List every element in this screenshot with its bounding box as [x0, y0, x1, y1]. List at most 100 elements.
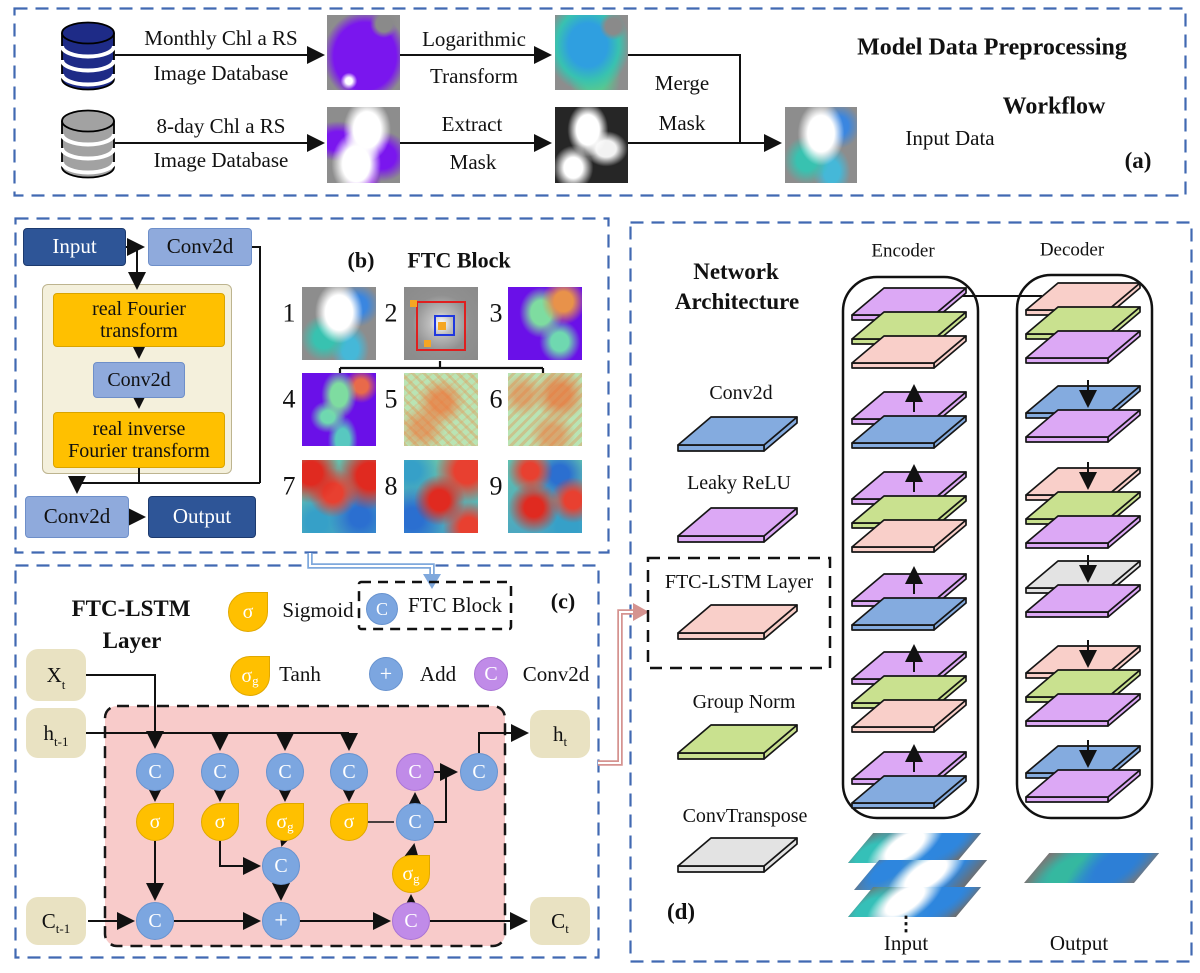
c-symbol: C [472, 760, 486, 783]
c-symbol: C [408, 760, 422, 783]
ftc-node-input-gate: C [136, 753, 174, 791]
xt-base: X [46, 662, 62, 687]
tanh-legend-label: Tanh [279, 662, 321, 687]
ftc-grid-image-6 [508, 373, 582, 446]
ftc-grid-image-8 [404, 460, 478, 533]
conv2d-bottom-box: Conv2d [25, 496, 129, 538]
ftc-lstm-legend-box [646, 556, 832, 670]
ftc-node-cell-mix: C [262, 847, 300, 885]
legend-conv2d-label: Conv2d [709, 381, 773, 404]
grid-number-9: 9 [489, 471, 503, 501]
panel-d-title-line2: Architecture [674, 289, 800, 315]
spectrum-dot-2 [438, 322, 446, 330]
decoder-layer-plates [1025, 282, 1141, 803]
c-symbol: C [148, 760, 162, 783]
grid-number-2: 2 [384, 298, 398, 328]
sigma-symbol: σ [214, 810, 226, 833]
legend-ftc-lstm-label: FTC-LSTM Layer [664, 570, 814, 593]
panel-b-title: FTC Block [407, 247, 511, 273]
conv2d-legend-icon: C [474, 657, 508, 691]
stack-flow-arrows [905, 380, 1097, 772]
log-transform-label-line2: Transform [430, 64, 518, 89]
add-legend-icon: + [369, 657, 403, 691]
xt-sub: t [61, 677, 66, 692]
encoder-label: Encoder [871, 240, 935, 262]
sigma-g-base: σ [276, 810, 288, 833]
ct-base: C [551, 908, 566, 933]
plus-symbol: + [379, 661, 393, 686]
grid-number-8: 8 [384, 471, 398, 501]
c-symbol: C [274, 854, 288, 877]
panel-a-label: (a) [1124, 148, 1152, 174]
c-symbol: C [408, 810, 422, 833]
spectrum-red-box [416, 301, 466, 351]
ftc-grid-image-1 [302, 287, 376, 360]
input-stack-dots: ⋮ [896, 912, 916, 935]
grid-number-3: 3 [489, 298, 503, 328]
ftc-node-cell-in: C [136, 902, 174, 940]
c-symbol: C [375, 598, 388, 619]
c-symbol: C [148, 909, 162, 932]
log-transformed-image [555, 15, 628, 90]
conv2d-node-bottom: C [392, 902, 430, 940]
grid-number-5: 5 [384, 384, 398, 414]
sigma-symbol: σ [149, 810, 161, 833]
ct-prev-sub: t-1 [55, 921, 71, 936]
ht-prev-base: h [43, 720, 55, 745]
extract-mask-label-line2: Mask [449, 150, 497, 175]
ftc-node-output-gate: C [330, 753, 368, 791]
ht-sub: t [563, 734, 568, 749]
conv2d-node-top: C [396, 753, 434, 791]
spectrum-dot-1 [410, 300, 417, 307]
add-node: + [262, 902, 300, 940]
panel-c-label: (c) [550, 588, 576, 614]
ct-sub: t [565, 921, 569, 936]
ftc-block-legend-box [357, 580, 513, 631]
grid-number-4: 4 [282, 384, 296, 414]
db-8day-label-line1: 8-day Chl a RS [156, 114, 286, 139]
legend-layer-plates [677, 416, 798, 873]
extract-mask-label-line1: Extract [441, 112, 503, 137]
ht-prev-sub: t-1 [54, 734, 69, 749]
spectrum-dot-3 [424, 340, 431, 347]
input-box-label: Input [52, 234, 97, 259]
panel-d-border [629, 221, 1193, 963]
c-symbol: C [484, 662, 498, 685]
workflow-arrows [115, 46, 782, 152]
panel-a-title-line1: Model Data Preprocessing [857, 34, 1127, 61]
log-transform-label-line1: Logarithmic [422, 27, 526, 52]
panel-a-border [13, 7, 1187, 197]
db-monthly-label-line1: Monthly Chl a RS [144, 26, 298, 51]
real-fourier-line1: real Fourier [92, 298, 186, 320]
real-fourier-box: real Fourier transform [53, 293, 225, 347]
legend-group-norm-label: Group Norm [692, 690, 796, 713]
conv2d-bottom-label: Conv2d [43, 504, 111, 529]
panel-b-border [14, 217, 610, 554]
sigmoid-legend-label: Sigmoid [282, 598, 354, 623]
ht-prev-box: h t-1 [26, 708, 86, 758]
ftc-grid-image-2-spectrum [404, 287, 478, 360]
db-monthly-label-line2: Image Database [153, 61, 289, 86]
ftc-node-output-mix: C [396, 803, 434, 841]
panel-a-title-line2: Workflow [1002, 93, 1106, 120]
ftc-block-arrows [68, 238, 545, 526]
c-symbol: C [342, 760, 356, 783]
panel-c-title-line2: Layer [102, 628, 162, 654]
database-icon-monthly [60, 21, 116, 91]
ftc-node-cell-gate: C [266, 753, 304, 791]
8day-chl-image [327, 107, 400, 183]
merge-mask-label-line2: Mask [658, 111, 706, 136]
spectrum-blue-box [434, 315, 455, 336]
grid-number-6: 6 [489, 384, 503, 414]
input-box: Input [23, 228, 126, 266]
sigma-symbol: σ [343, 810, 355, 833]
panel-d-label: (d) [666, 899, 696, 925]
monthly-chl-image [327, 15, 400, 90]
database-icon-8day [60, 109, 116, 179]
lstm-edges [84, 674, 529, 930]
